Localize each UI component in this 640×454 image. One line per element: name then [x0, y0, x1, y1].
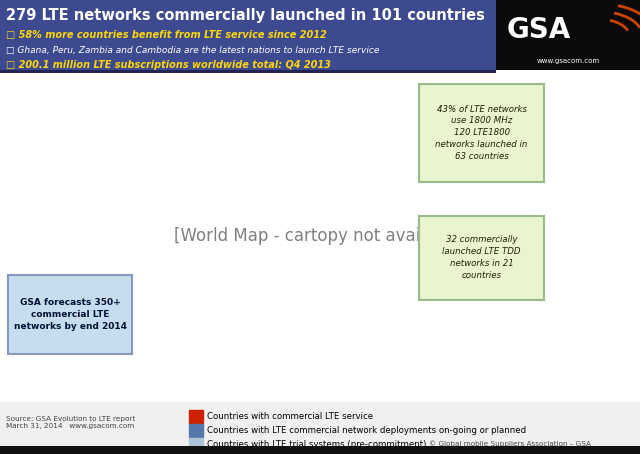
Text: Source: GSA Evolution to LTE report
March 31, 2014   www.gsacom.com: Source: GSA Evolution to LTE report Marc… — [6, 416, 136, 429]
Text: □ Ghana, Peru, Zambia and Cambodia are the latest nations to launch LTE service: □ Ghana, Peru, Zambia and Cambodia are t… — [6, 46, 380, 55]
Text: Countries with LTE trial systems (pre-commitment): Countries with LTE trial systems (pre-co… — [207, 440, 426, 449]
Bar — [189, 410, 203, 423]
Text: GSA forecasts 350+
commercial LTE
networks by end 2014: GSA forecasts 350+ commercial LTE networ… — [13, 298, 127, 331]
Text: GSA: GSA — [507, 15, 572, 44]
Text: Countries with LTE commercial network deployments on-going or planned: Countries with LTE commercial network de… — [207, 426, 526, 435]
Text: Countries with commercial LTE service: Countries with commercial LTE service — [207, 412, 373, 421]
Bar — [189, 424, 203, 437]
Text: 43% of LTE networks
use 1800 MHz
120 LTE1800
networks launched in
63 countries: 43% of LTE networks use 1800 MHz 120 LTE… — [435, 105, 528, 161]
Text: 32 commercially
launched LTE TDD
networks in 21
countries: 32 commercially launched LTE TDD network… — [442, 236, 521, 280]
Text: 279 LTE networks commercially launched in 101 countries: 279 LTE networks commercially launched i… — [6, 8, 485, 23]
Text: □ 200.1 million LTE subscriptions worldwide total: Q4 2013: □ 200.1 million LTE subscriptions worldw… — [6, 60, 331, 70]
Text: [World Map - cartopy not available]: [World Map - cartopy not available] — [173, 227, 467, 245]
Bar — [189, 438, 203, 451]
Text: □ 58% more countries benefit from LTE service since 2012: □ 58% more countries benefit from LTE se… — [6, 30, 326, 40]
Text: © Global mobile Suppliers Association – GSA: © Global mobile Suppliers Association – … — [429, 440, 591, 447]
Text: www.gsacom.com: www.gsacom.com — [536, 58, 600, 64]
